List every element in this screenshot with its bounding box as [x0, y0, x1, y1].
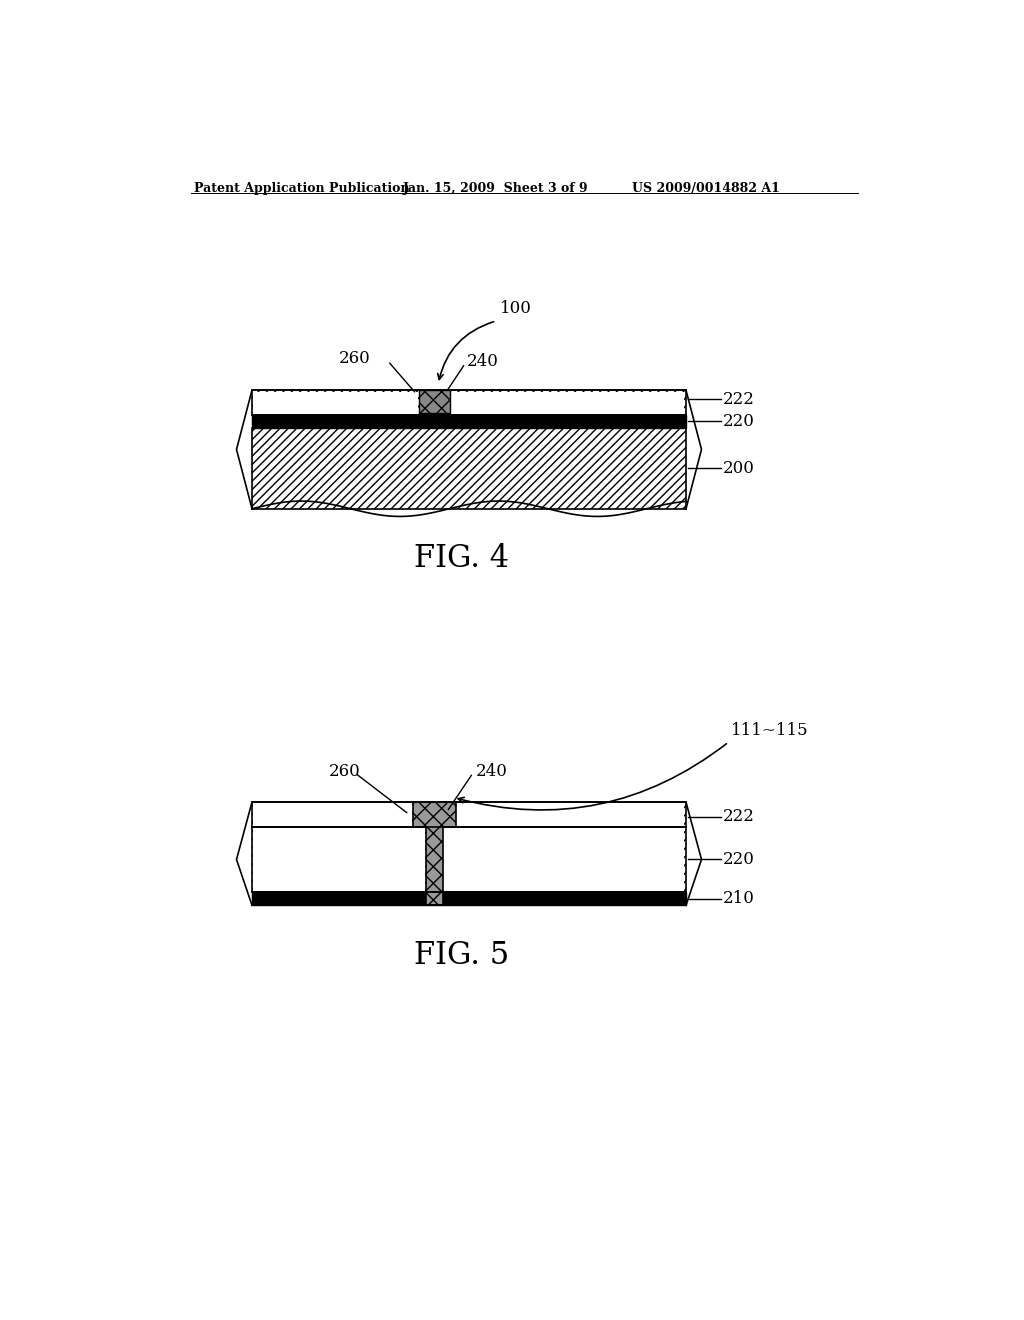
FancyBboxPatch shape: [252, 803, 686, 826]
Text: 222: 222: [723, 808, 755, 825]
Polygon shape: [413, 803, 456, 906]
FancyBboxPatch shape: [450, 392, 684, 414]
FancyBboxPatch shape: [253, 392, 418, 414]
Text: 240: 240: [475, 763, 507, 780]
Text: Patent Application Publication: Patent Application Publication: [194, 182, 410, 194]
FancyBboxPatch shape: [253, 803, 413, 826]
Text: 220: 220: [723, 413, 755, 430]
Text: FIG. 5: FIG. 5: [414, 940, 509, 972]
FancyBboxPatch shape: [252, 391, 686, 414]
FancyBboxPatch shape: [252, 414, 686, 428]
Text: US 2009/0014882 A1: US 2009/0014882 A1: [632, 182, 779, 194]
FancyBboxPatch shape: [419, 391, 450, 413]
Text: 220: 220: [723, 851, 755, 869]
FancyBboxPatch shape: [252, 892, 686, 906]
FancyBboxPatch shape: [456, 803, 684, 826]
Text: 260: 260: [330, 763, 361, 780]
Text: 240: 240: [467, 354, 499, 370]
Text: 210: 210: [723, 890, 755, 907]
Text: 222: 222: [723, 391, 755, 408]
Text: 200: 200: [723, 459, 755, 477]
Text: 100: 100: [500, 300, 532, 317]
FancyBboxPatch shape: [253, 828, 425, 891]
Text: FIG. 4: FIG. 4: [414, 544, 509, 574]
Text: 111~115: 111~115: [731, 722, 809, 739]
FancyBboxPatch shape: [252, 826, 686, 892]
FancyBboxPatch shape: [442, 828, 684, 891]
Text: 260: 260: [339, 350, 371, 367]
FancyBboxPatch shape: [252, 428, 686, 508]
Text: Jan. 15, 2009  Sheet 3 of 9: Jan. 15, 2009 Sheet 3 of 9: [403, 182, 589, 194]
